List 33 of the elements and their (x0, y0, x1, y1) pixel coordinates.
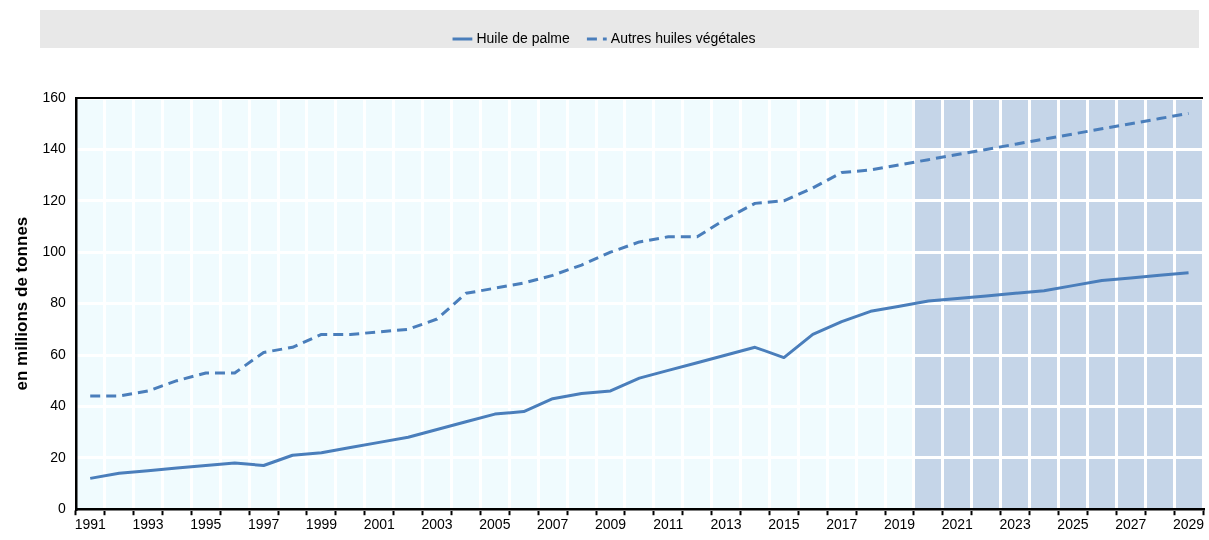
x-tick-label: 2013 (710, 516, 742, 533)
x-tick-label: 1995 (190, 516, 222, 533)
x-tick-label: 2011 (653, 516, 684, 533)
y-axis-title: en millions de tonnes (11, 216, 31, 391)
y-tick-label: 100 (42, 243, 66, 260)
x-tick-label: 1993 (132, 516, 164, 533)
x-tick-label: 2029 (1172, 516, 1205, 533)
x-tick-label: 2003 (421, 516, 453, 533)
y-tick-label: 140 (42, 140, 66, 157)
x-tick-label: 2001 (363, 516, 396, 533)
y-tick-label: 120 (42, 191, 66, 208)
x-tick-label: 1997 (248, 516, 280, 533)
y-tick-label: 0 (57, 500, 66, 517)
x-tick-label: 2017 (826, 516, 858, 533)
x-tick-label: 2019 (883, 516, 916, 533)
legend-label: Huile de palme (476, 29, 571, 46)
y-tick-label: 80 (50, 294, 66, 311)
x-tick-label: 2023 (999, 516, 1031, 533)
y-tick-label: 20 (50, 448, 66, 465)
y-tick-label: 160 (42, 88, 66, 105)
x-tick-label: 1991 (74, 516, 106, 533)
x-tick-label: 2027 (1115, 516, 1147, 533)
x-tick-label: 2021 (941, 516, 974, 533)
line-series (88, 111, 1191, 398)
x-tick-label: 2009 (594, 516, 627, 533)
x-tick-label: 1999 (305, 516, 338, 533)
x-tick-label: 2015 (768, 516, 800, 533)
y-tick-label: 60 (50, 345, 66, 362)
x-tick-label: 2007 (537, 516, 569, 533)
x-tick-label: 2025 (1057, 516, 1089, 533)
legend-label: Autres huiles végétales (610, 29, 756, 46)
x-tick-label: 2005 (479, 516, 511, 533)
y-tick-label: 40 (50, 397, 66, 414)
